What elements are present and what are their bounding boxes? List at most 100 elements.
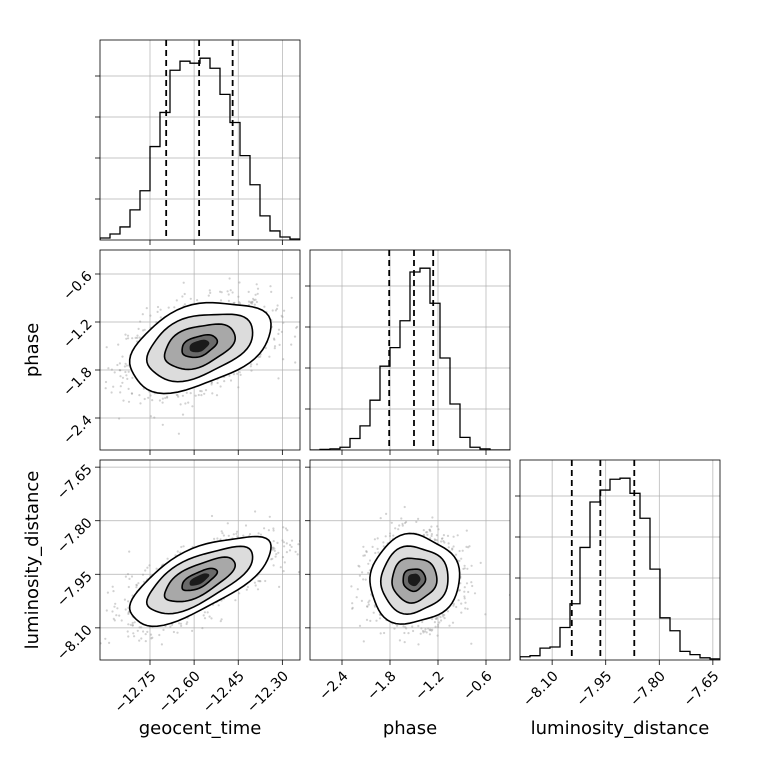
sample-point (350, 585, 353, 588)
sample-point (219, 385, 222, 388)
sample-point (219, 620, 222, 623)
sample-point (435, 616, 438, 619)
sample-point (92, 603, 94, 605)
sample-point (237, 295, 240, 298)
sample-point (140, 626, 143, 629)
sample-point (290, 539, 294, 542)
sample-point (315, 545, 317, 547)
density-core (407, 573, 421, 587)
sample-point (158, 633, 161, 637)
sample-point (203, 617, 207, 620)
sample-point (367, 603, 370, 606)
sample-point (263, 305, 266, 308)
sample-point (272, 529, 275, 532)
sample-point (161, 401, 164, 404)
sample-point (112, 617, 115, 621)
sample-point (124, 333, 127, 336)
sample-point (460, 611, 463, 614)
sample-point (191, 629, 194, 633)
sample-point (126, 630, 129, 633)
sample-point (126, 377, 129, 380)
sample-point (401, 524, 404, 527)
sample-point (403, 641, 406, 644)
sample-point (256, 588, 260, 591)
sample-point (161, 423, 164, 426)
sample-point (203, 611, 206, 614)
sample-point (226, 290, 229, 293)
sample-point (119, 385, 122, 388)
panel-frame (99, 249, 301, 451)
sample-point (175, 299, 178, 302)
sample-point (270, 558, 273, 561)
sample-point (429, 628, 432, 631)
sample-point (146, 566, 149, 569)
sample-point (422, 533, 426, 537)
sample-point (470, 642, 473, 645)
sample-point (421, 629, 425, 633)
sample-point (141, 573, 145, 576)
sample-point (256, 287, 260, 290)
sample-point (283, 309, 286, 312)
sample-point (278, 585, 281, 589)
sample-point (417, 517, 420, 521)
sample-point (255, 363, 259, 366)
sample-point (105, 346, 108, 349)
sample-point (216, 381, 219, 385)
contour-line-3 (369, 532, 461, 625)
sample-point (365, 618, 369, 622)
sample-point (360, 599, 363, 603)
sample-point (430, 533, 433, 536)
sample-point (358, 624, 362, 628)
sample-point (116, 607, 119, 610)
sample-point (221, 532, 224, 535)
sample-point (248, 533, 252, 536)
sample-point (473, 592, 477, 595)
sample-point (257, 532, 260, 535)
sample-point (463, 597, 466, 600)
sample-point (144, 640, 147, 643)
sample-point (259, 533, 262, 536)
sample-point (127, 612, 130, 616)
sample-point (273, 547, 276, 550)
y-tick-label: −7.95 (54, 569, 96, 611)
sample-point (358, 565, 361, 568)
sample-point (151, 636, 154, 639)
sample-point (256, 292, 259, 295)
sample-point (282, 321, 285, 324)
sample-point (130, 392, 133, 395)
sample-point (289, 543, 292, 547)
sample-point (296, 553, 299, 556)
sample-point (107, 367, 110, 370)
sample-point (118, 362, 121, 365)
sample-point (135, 584, 138, 587)
sample-point (398, 639, 401, 642)
sample-point (143, 328, 146, 331)
contour-line-1 (163, 556, 237, 603)
sample-point (146, 630, 149, 634)
sample-point (379, 632, 382, 635)
sample-point (422, 631, 425, 634)
sample-point (137, 327, 140, 330)
y-axis-label-luminosity_distance: luminosity_distance (22, 471, 43, 650)
sample-point (238, 371, 241, 374)
sample-point (229, 379, 233, 382)
sample-point (467, 546, 470, 549)
sample-point (452, 535, 455, 538)
sample-point (272, 546, 275, 549)
sample-point (303, 327, 305, 329)
sample-point (465, 529, 468, 532)
sample-point (251, 300, 254, 303)
sample-point (396, 624, 399, 627)
sample-point (161, 397, 164, 400)
sample-point (270, 290, 273, 293)
sample-point (138, 626, 141, 629)
sample-point (182, 545, 185, 548)
sample-point (362, 578, 365, 581)
sample-point (219, 299, 223, 302)
sample-point (285, 551, 288, 554)
sample-point (442, 540, 445, 543)
sample-point (259, 580, 262, 583)
sample-point (252, 297, 255, 300)
sample-point (464, 607, 467, 610)
sample-point (181, 295, 184, 298)
